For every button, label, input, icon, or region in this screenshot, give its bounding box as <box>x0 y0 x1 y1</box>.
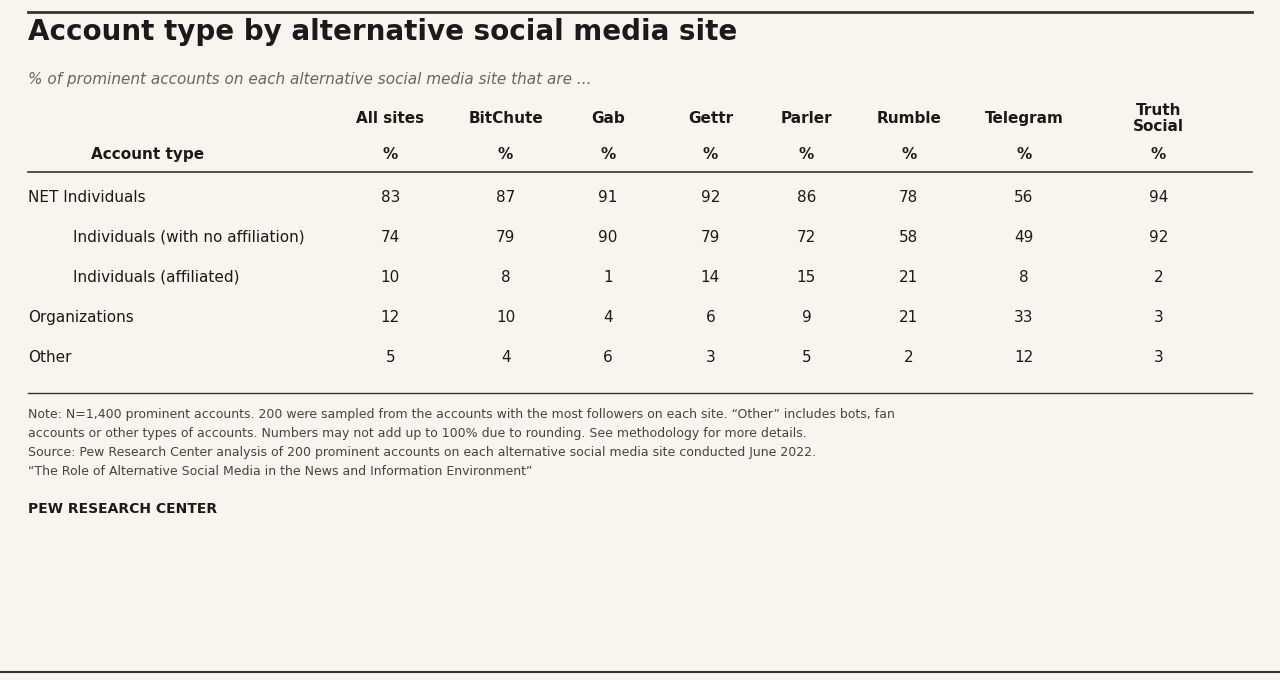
Text: 92: 92 <box>700 190 721 205</box>
Text: Parler: Parler <box>781 111 832 126</box>
Text: Social: Social <box>1133 119 1184 134</box>
Text: 72: 72 <box>796 230 817 245</box>
Text: Note: N=1,400 prominent accounts. 200 were sampled from the accounts with the mo: Note: N=1,400 prominent accounts. 200 we… <box>28 408 895 421</box>
Text: 14: 14 <box>700 270 721 285</box>
Text: 10: 10 <box>495 310 516 325</box>
Text: All sites: All sites <box>356 111 425 126</box>
Text: 10: 10 <box>380 270 401 285</box>
Text: 2: 2 <box>904 350 914 365</box>
Text: %: % <box>383 147 398 162</box>
Text: Account type by alternative social media site: Account type by alternative social media… <box>28 18 737 46</box>
Text: 92: 92 <box>1148 230 1169 245</box>
Text: Truth: Truth <box>1135 103 1181 118</box>
Text: 6: 6 <box>603 350 613 365</box>
Text: 8: 8 <box>500 270 511 285</box>
Text: 86: 86 <box>796 190 817 205</box>
Text: 83: 83 <box>380 190 401 205</box>
Text: 4: 4 <box>603 310 613 325</box>
Text: BitChute: BitChute <box>468 111 543 126</box>
Text: 3: 3 <box>705 350 716 365</box>
Text: Source: Pew Research Center analysis of 200 prominent accounts on each alternati: Source: Pew Research Center analysis of … <box>28 446 817 459</box>
Text: PEW RESEARCH CENTER: PEW RESEARCH CENTER <box>28 502 218 516</box>
Text: 2: 2 <box>1153 270 1164 285</box>
Text: 4: 4 <box>500 350 511 365</box>
Text: 91: 91 <box>598 190 618 205</box>
Text: 58: 58 <box>899 230 919 245</box>
Text: Other: Other <box>28 350 72 365</box>
Text: 21: 21 <box>899 270 919 285</box>
Text: 33: 33 <box>1014 310 1034 325</box>
Text: Individuals (with no affiliation): Individuals (with no affiliation) <box>73 230 305 245</box>
Text: “The Role of Alternative Social Media in the News and Information Environment”: “The Role of Alternative Social Media in… <box>28 465 532 478</box>
Text: 49: 49 <box>1014 230 1034 245</box>
Text: 6: 6 <box>705 310 716 325</box>
Text: 56: 56 <box>1014 190 1034 205</box>
Text: 79: 79 <box>495 230 516 245</box>
Text: 12: 12 <box>1014 350 1034 365</box>
Text: Telegram: Telegram <box>984 111 1064 126</box>
Text: 87: 87 <box>495 190 516 205</box>
Text: %: % <box>703 147 718 162</box>
Text: Rumble: Rumble <box>877 111 941 126</box>
Text: 94: 94 <box>1148 190 1169 205</box>
Text: 15: 15 <box>796 270 817 285</box>
Text: 3: 3 <box>1153 310 1164 325</box>
Text: 74: 74 <box>380 230 401 245</box>
Text: %: % <box>1016 147 1032 162</box>
Text: 79: 79 <box>700 230 721 245</box>
Text: %: % <box>1151 147 1166 162</box>
Text: 78: 78 <box>899 190 919 205</box>
Text: %: % <box>799 147 814 162</box>
Text: Gab: Gab <box>591 111 625 126</box>
Text: 3: 3 <box>1153 350 1164 365</box>
Text: NET Individuals: NET Individuals <box>28 190 146 205</box>
Text: %: % <box>901 147 916 162</box>
Text: 1: 1 <box>603 270 613 285</box>
Text: 12: 12 <box>380 310 401 325</box>
Text: 9: 9 <box>801 310 812 325</box>
Text: 90: 90 <box>598 230 618 245</box>
Text: Gettr: Gettr <box>687 111 733 126</box>
Text: Account type: Account type <box>91 147 204 162</box>
Text: 8: 8 <box>1019 270 1029 285</box>
Text: 5: 5 <box>385 350 396 365</box>
Text: %: % <box>600 147 616 162</box>
Text: Organizations: Organizations <box>28 310 134 325</box>
Text: % of prominent accounts on each alternative social media site that are ...: % of prominent accounts on each alternat… <box>28 72 591 87</box>
Text: Individuals (affiliated): Individuals (affiliated) <box>73 270 239 285</box>
Text: %: % <box>498 147 513 162</box>
Text: 5: 5 <box>801 350 812 365</box>
Text: accounts or other types of accounts. Numbers may not add up to 100% due to round: accounts or other types of accounts. Num… <box>28 427 806 440</box>
Text: 21: 21 <box>899 310 919 325</box>
